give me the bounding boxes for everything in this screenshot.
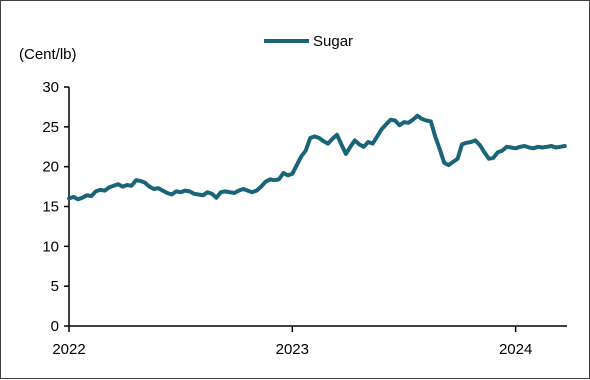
legend: Sugar: [264, 33, 353, 50]
y-axis-unit-label: (Cent/lb): [19, 46, 77, 63]
y-tick-label: 10: [42, 238, 59, 255]
y-tick-label: 20: [42, 159, 59, 176]
x-tick-label: 2022: [52, 341, 85, 358]
legend-label-sugar: Sugar: [313, 33, 353, 50]
x-axis: 2022 2023 2024: [52, 325, 567, 358]
plot-area: [67, 113, 567, 202]
y-tick-label: 0: [51, 318, 59, 335]
y-tick-label: 30: [42, 79, 59, 96]
y-tick-label: 25: [42, 119, 59, 136]
series-line-sugar: [67, 113, 567, 202]
x-tick-label: 2024: [499, 341, 532, 358]
y-tick-label: 15: [42, 199, 59, 216]
y-axis: 0 5 10 15 20 25 30: [42, 79, 70, 335]
y-tick-label: 5: [51, 278, 59, 295]
x-tick-label: 2023: [276, 341, 309, 358]
